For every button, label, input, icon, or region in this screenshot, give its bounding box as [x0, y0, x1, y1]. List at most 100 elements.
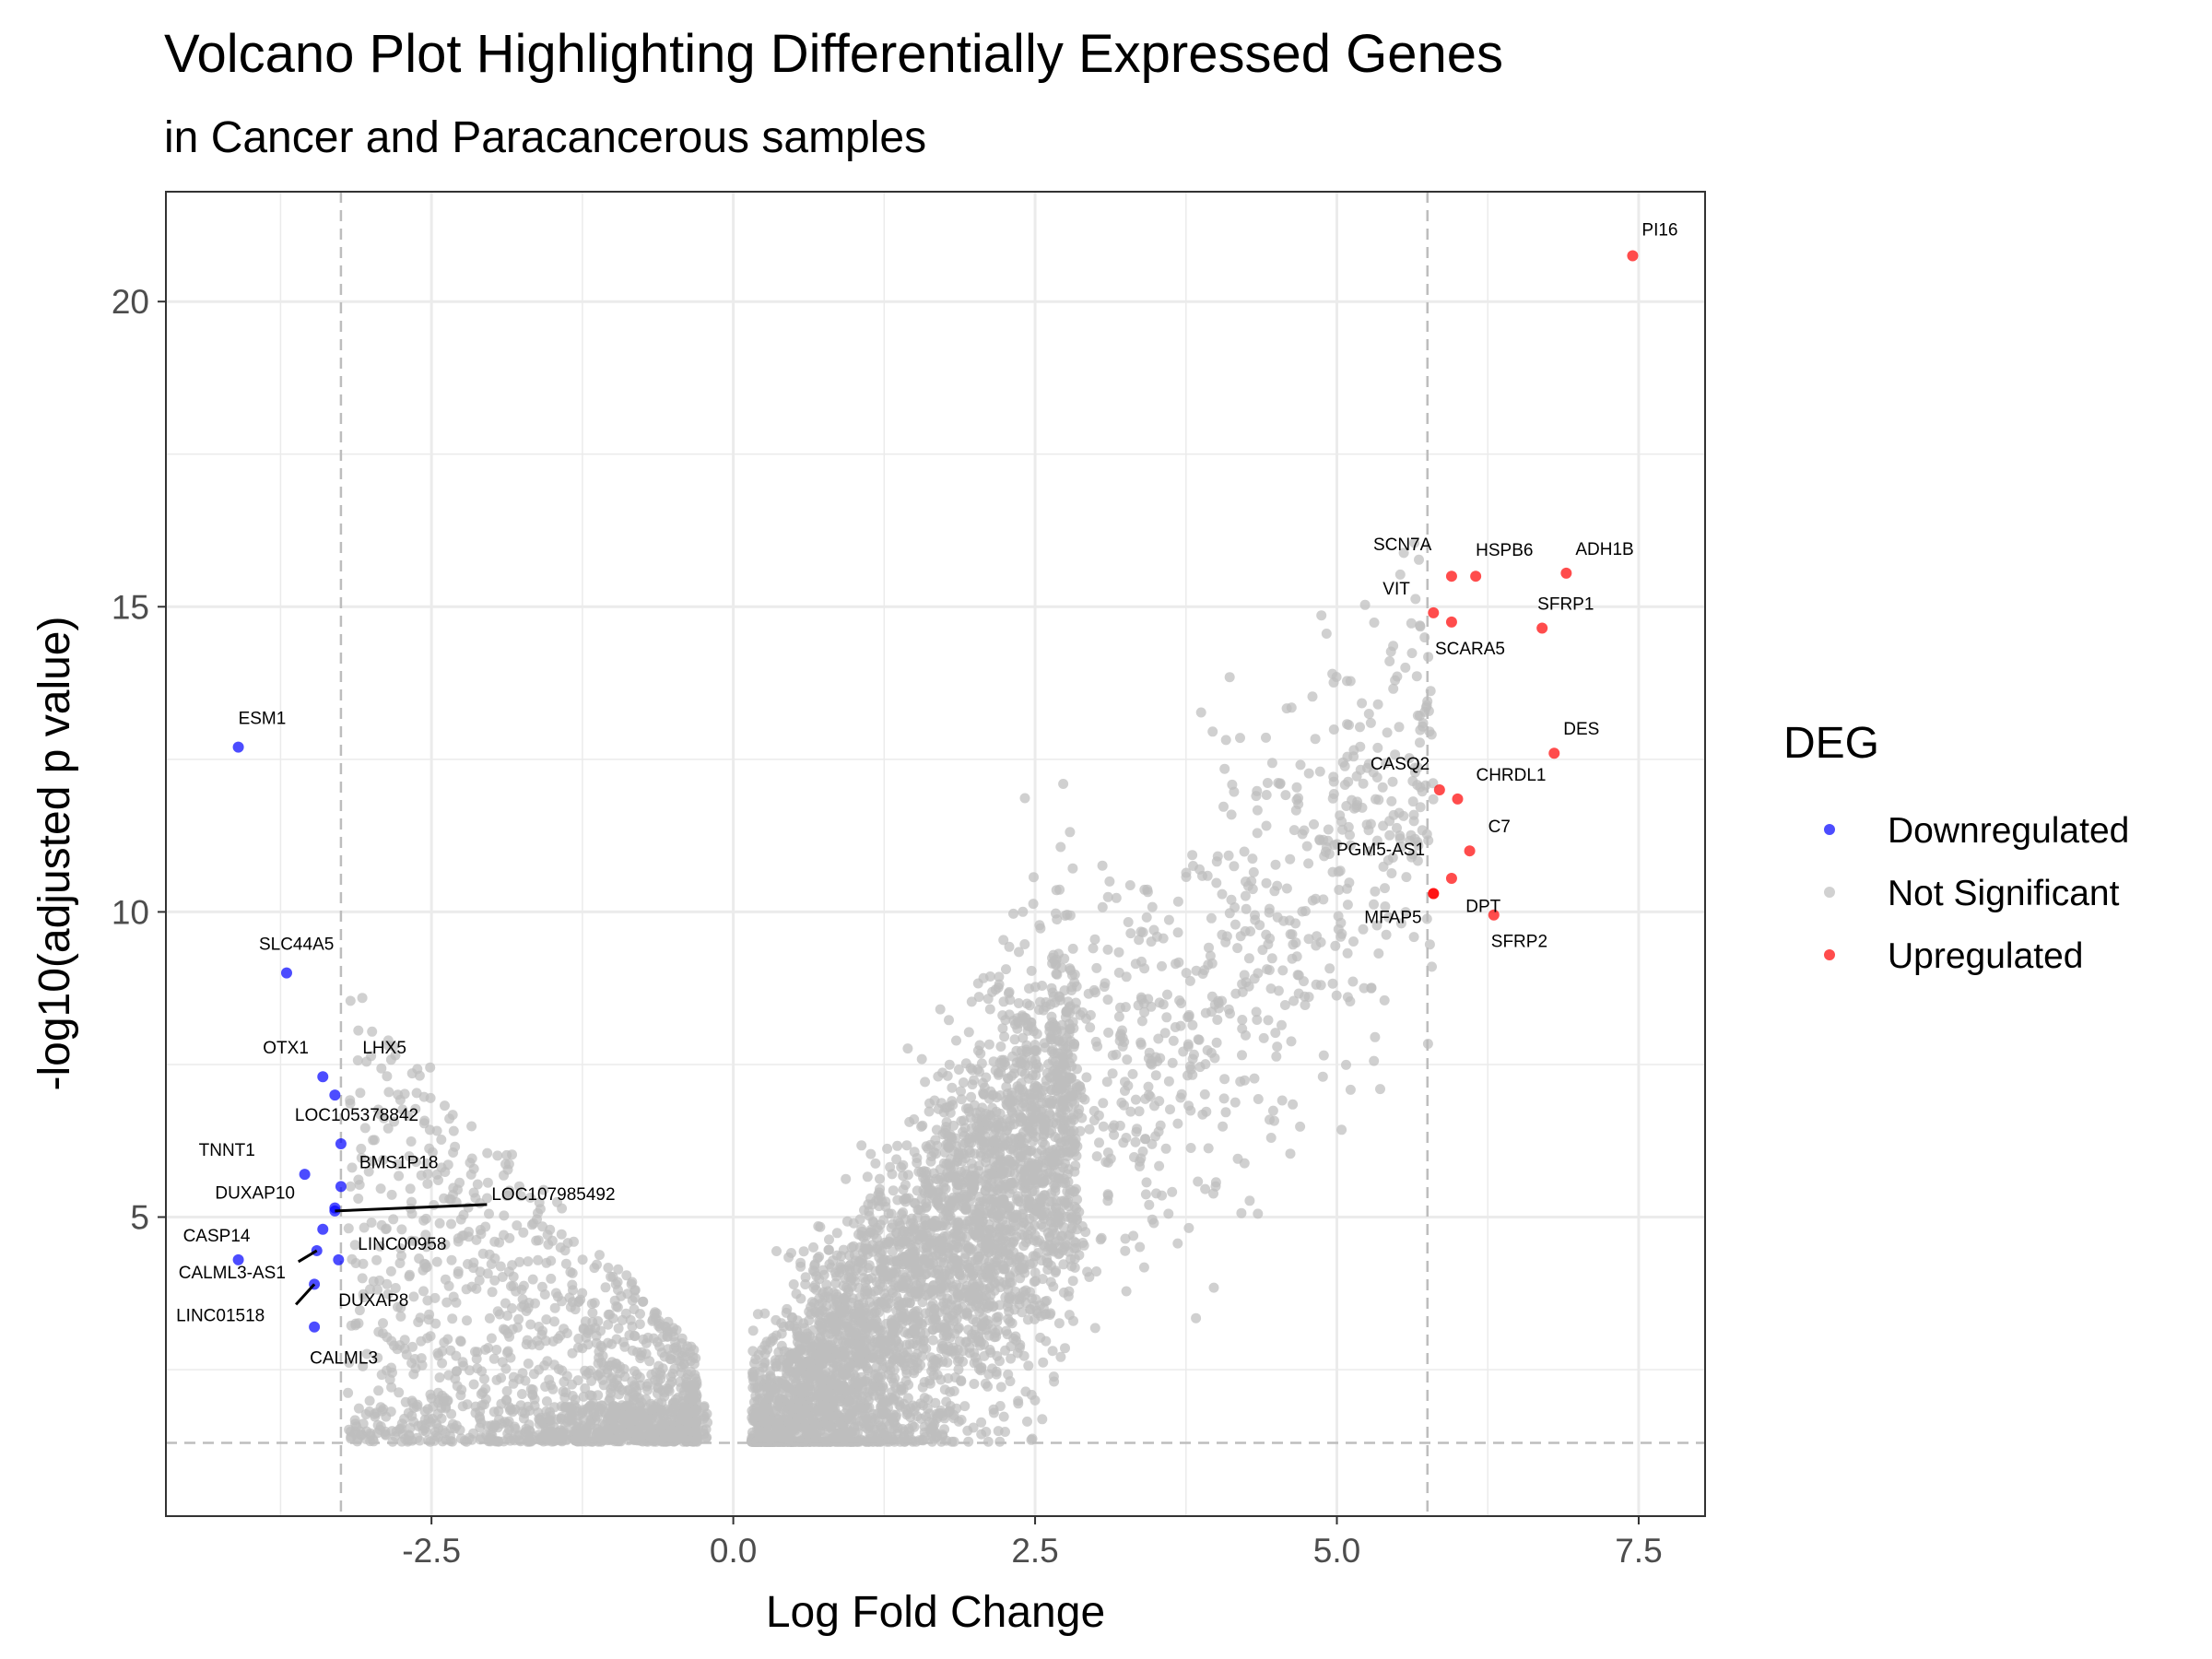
ns-point: [792, 1315, 803, 1326]
ns-point: [440, 1239, 451, 1250]
ns-point: [994, 1108, 1006, 1119]
ns-point: [1055, 841, 1066, 853]
ns-point: [1167, 1186, 1178, 1197]
ns-point: [1381, 758, 1392, 769]
ns-point: [508, 1371, 519, 1382]
ns-point: [862, 1171, 873, 1182]
ns-point: [1199, 1088, 1210, 1100]
ns-point: [406, 1208, 418, 1219]
ns-point: [1372, 699, 1383, 710]
ns-point: [533, 1254, 544, 1265]
ns-point: [534, 1197, 545, 1208]
ns-point: [1181, 968, 1192, 979]
ns-point: [931, 1148, 942, 1159]
ns-point: [603, 1263, 614, 1273]
ns-point: [888, 1185, 899, 1196]
ns-point: [1382, 727, 1393, 738]
ns-point: [933, 1103, 944, 1114]
ns-point: [629, 1330, 640, 1341]
ns-point: [994, 1177, 1004, 1188]
ns-point: [403, 1111, 414, 1122]
ns-point: [931, 1221, 942, 1232]
ns-point: [496, 1398, 507, 1409]
ns-point: [416, 1170, 427, 1181]
ns-point: [1386, 868, 1397, 878]
ns-point: [653, 1376, 664, 1386]
ns-point: [887, 1169, 898, 1180]
ns-point: [1208, 1282, 1219, 1293]
ns-point: [505, 1352, 516, 1363]
ns-point: [815, 1332, 826, 1343]
ns-point: [869, 1286, 880, 1297]
ns-point: [882, 1239, 893, 1250]
ns-point: [1028, 1135, 1039, 1147]
ns-point: [1288, 1099, 1299, 1110]
ns-point: [501, 1385, 512, 1396]
ns-point: [838, 1280, 849, 1291]
ns-point: [937, 1340, 948, 1351]
ns-point: [487, 1287, 498, 1298]
ns-point: [451, 1350, 462, 1361]
ns-point: [1252, 785, 1263, 796]
ns-point: [1348, 936, 1359, 947]
ns-point: [902, 1043, 913, 1054]
plot-panel: ESM1SLC44A5LHX5OTX1LOC105378842TNNT1BMS1…: [165, 191, 1706, 1517]
ns-point: [593, 1358, 604, 1369]
ns-point: [1311, 940, 1322, 951]
ns-point: [893, 1323, 904, 1334]
ns-point: [427, 1147, 438, 1158]
ns-point: [477, 1248, 488, 1259]
ns-point: [1195, 707, 1206, 718]
ns-point: [887, 1271, 897, 1282]
ns-point: [1038, 1005, 1049, 1016]
ns-point: [1029, 872, 1039, 883]
ns-point: [422, 1295, 433, 1306]
ns-point: [1056, 1026, 1067, 1037]
ns-point: [948, 1146, 959, 1157]
ns-point: [1355, 722, 1365, 733]
ns-point: [823, 1244, 834, 1255]
ns-point: [1200, 1007, 1211, 1018]
ns-point: [617, 1384, 628, 1395]
ns-point: [916, 1053, 927, 1065]
ns-point: [1218, 1121, 1229, 1132]
ns-point: [1046, 1085, 1057, 1096]
ns-point: [909, 1147, 920, 1158]
ns-point: [1369, 1055, 1380, 1066]
ns-point: [1094, 1137, 1104, 1148]
ns-point: [1017, 1058, 1028, 1069]
ns-point: [965, 1245, 976, 1256]
ns-point: [556, 1229, 567, 1240]
ns-point: [1427, 961, 1437, 972]
ns-point: [418, 1425, 429, 1436]
ns-point: [383, 1087, 394, 1098]
ns-point: [1046, 1011, 1057, 1022]
ns-point: [503, 1159, 514, 1170]
ns-point: [834, 1267, 845, 1278]
ns-point: [902, 1393, 913, 1404]
ns-point: [494, 1237, 505, 1248]
ns-point: [811, 1270, 822, 1281]
ns-point: [482, 1268, 493, 1279]
ns-point: [865, 1385, 876, 1396]
ns-point: [611, 1374, 622, 1385]
ns-point: [927, 1243, 938, 1254]
ns-point: [564, 1292, 575, 1303]
ns-point: [1303, 934, 1314, 945]
ns-point: [867, 1240, 878, 1251]
ns-point: [1049, 1376, 1060, 1387]
ns-point: [457, 1357, 468, 1368]
ns-point: [900, 1180, 911, 1191]
ns-point: [912, 1340, 923, 1351]
ns-point: [920, 1174, 931, 1184]
ns-point: [1383, 912, 1394, 923]
ns-point: [488, 1406, 500, 1418]
ns-point: [410, 1157, 421, 1168]
ns-point: [1103, 1027, 1114, 1038]
ns-point: [904, 1116, 915, 1127]
ns-point: [1010, 1287, 1021, 1297]
ns-point: [544, 1374, 555, 1385]
ns-point: [492, 1150, 503, 1161]
ns-point: [426, 1393, 437, 1404]
ns-point: [1267, 1105, 1278, 1116]
